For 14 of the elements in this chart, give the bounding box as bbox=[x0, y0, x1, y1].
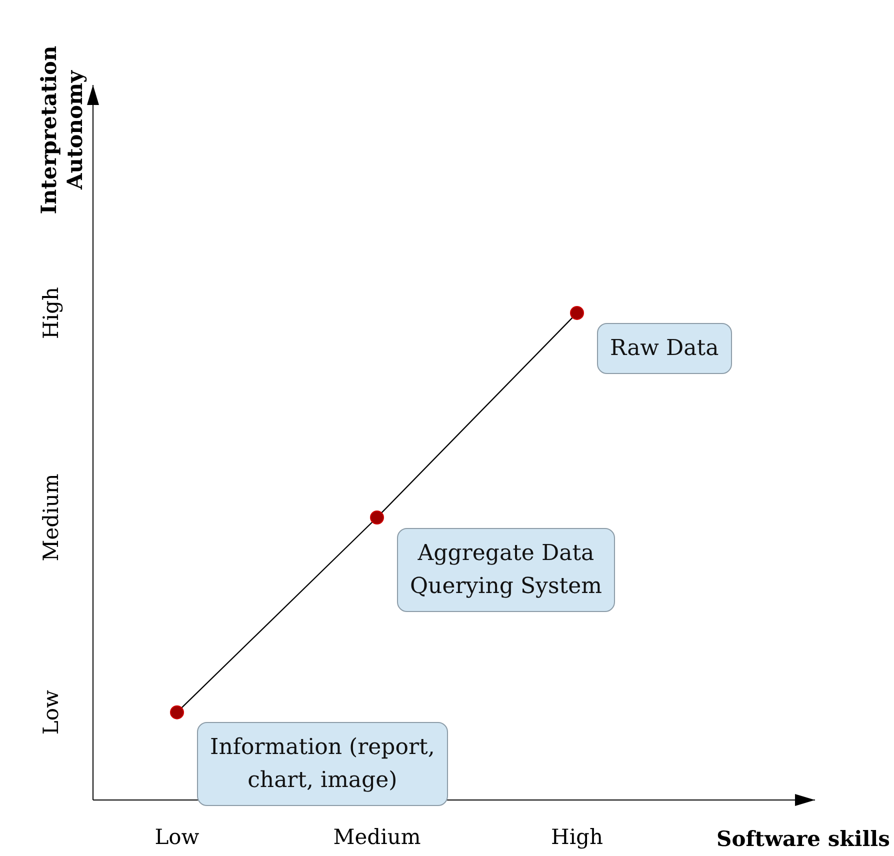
x-axis-title: Software skills bbox=[716, 826, 890, 851]
annotation: Information (report, chart, image) bbox=[210, 734, 435, 796]
x-tick-label: High bbox=[551, 825, 603, 849]
y-axis-title: Interpretation Autonomy bbox=[36, 46, 87, 214]
callout-box: Aggregate Data Querying System bbox=[397, 528, 615, 612]
x-tick-label: Medium bbox=[333, 825, 421, 849]
text: High bbox=[39, 286, 63, 339]
text: Low bbox=[39, 690, 63, 735]
text: Medium bbox=[39, 474, 63, 562]
annotation: Aggregate Data Querying System bbox=[410, 540, 602, 600]
annotation: Raw Data bbox=[610, 334, 719, 363]
x-tick-label: Low bbox=[154, 825, 200, 849]
callout-box: Information (report, chart, image) bbox=[197, 722, 448, 806]
callout-box: Raw Data bbox=[597, 322, 732, 374]
